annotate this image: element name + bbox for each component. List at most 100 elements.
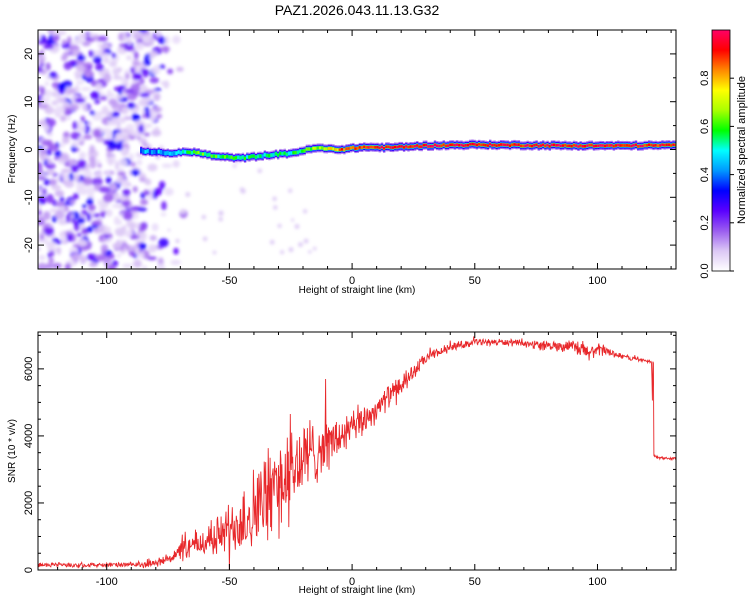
- ridge-cell: [157, 150, 161, 153]
- ridge-cell: [323, 147, 326, 151]
- noise-blob: [116, 219, 123, 226]
- noise-blob: [112, 67, 120, 76]
- ridge-cell: [471, 142, 474, 146]
- noise-blob: [45, 241, 52, 248]
- noise-blob: [130, 67, 135, 74]
- noise-blob: [76, 80, 85, 85]
- noise-blob: [81, 41, 91, 47]
- noise-blob: [107, 190, 115, 196]
- ridge-cell: [407, 145, 410, 149]
- ridge-cell: [639, 144, 642, 148]
- noise-blob: [78, 135, 84, 143]
- noise-blob: [83, 134, 93, 140]
- ridge-cell: [522, 144, 525, 148]
- heatmap-y-axis-label: Frequency (Hz): [7, 115, 18, 184]
- noise-blob: [151, 223, 159, 232]
- noise-blob: [133, 72, 142, 81]
- noise-blob: [157, 36, 167, 45]
- noise-blob: [108, 157, 113, 166]
- ridge-cell: [257, 155, 260, 158]
- noise-blob: [130, 161, 136, 167]
- ridge-cell: [444, 144, 448, 148]
- noise-blob: [79, 239, 88, 247]
- noise-blob: [134, 222, 140, 229]
- noise-blob: [65, 213, 71, 223]
- noise-blob: [90, 90, 100, 100]
- noise-blob: [56, 246, 62, 256]
- noise-blob: [212, 250, 217, 255]
- noise-blob: [155, 30, 161, 38]
- x-tick-label: 0: [349, 275, 355, 287]
- noise-blob: [137, 231, 146, 238]
- ridge-cell: [581, 145, 585, 148]
- noise-blob: [116, 253, 122, 258]
- noise-blob: [156, 114, 163, 119]
- ridge-cell: [208, 153, 211, 156]
- noise-blob: [273, 205, 278, 210]
- noise-blob: [116, 141, 123, 151]
- ridge-cell: [164, 152, 167, 155]
- ridge-cell: [232, 157, 236, 160]
- x-tick-label: 0: [349, 576, 355, 588]
- ridge-cell: [398, 145, 401, 148]
- noise-blob: [240, 188, 246, 194]
- ridge-cell: [506, 143, 510, 147]
- noise-blob: [38, 66, 44, 73]
- ridge-cell: [508, 144, 512, 147]
- ridge-cell: [429, 145, 432, 148]
- noise-blob: [69, 199, 76, 204]
- colorbar-tick-label: 0.4: [699, 167, 711, 182]
- ridge-cell: [480, 143, 483, 147]
- noise-blob: [42, 154, 48, 160]
- ridge-cell: [248, 155, 251, 159]
- noise-blob: [291, 218, 295, 222]
- noise-blob: [175, 238, 180, 244]
- ridge-cell: [341, 148, 344, 151]
- noise-blob: [125, 73, 130, 80]
- ridge-cell: [215, 155, 218, 158]
- ridge-cell: [455, 143, 459, 146]
- ridge-cell: [193, 150, 196, 154]
- ridge-cell: [482, 143, 485, 147]
- noise-blob: [83, 120, 89, 125]
- ridge-cell: [343, 148, 346, 152]
- noise-blob: [100, 244, 109, 250]
- ridge-cell: [555, 144, 558, 147]
- noise-blob: [161, 163, 173, 169]
- noise-blob: [92, 128, 102, 138]
- ridge-cell: [575, 144, 578, 147]
- noise-blob: [132, 60, 141, 66]
- x-tick-label: 50: [469, 275, 481, 287]
- noise-blob: [138, 30, 148, 33]
- noise-blob: [148, 244, 157, 253]
- colorbar: 0.0 0.2 0.4 0.6 0.8 Normalized spectral ampl…: [699, 29, 748, 279]
- ridge-cell: [568, 144, 571, 148]
- y-tick-label: 4000: [23, 424, 35, 448]
- noise-blob: [107, 263, 116, 269]
- ridge-cell: [484, 143, 487, 147]
- noise-blob: [59, 142, 65, 148]
- noise-blob: [132, 186, 138, 193]
- noise-blob: [63, 61, 72, 71]
- ridge-cell: [495, 144, 498, 147]
- ridge-cell: [491, 144, 494, 147]
- ridge-cell: [449, 143, 452, 147]
- ridge-cell: [219, 155, 222, 159]
- noise-blob: [136, 252, 145, 259]
- ridge-cell: [394, 145, 397, 149]
- ridge-cell: [553, 143, 556, 147]
- ridge-cell: [433, 143, 437, 147]
- noise-blob: [70, 253, 81, 261]
- noise-blob: [92, 177, 103, 186]
- noise-blob: [125, 229, 134, 238]
- noise-blob: [86, 212, 92, 222]
- noise-blob: [80, 115, 86, 122]
- noise-blob: [52, 262, 62, 269]
- ridge-cell: [177, 150, 180, 154]
- noise-blob: [269, 239, 275, 245]
- ridge-cell: [372, 145, 375, 149]
- noise-blob: [172, 35, 181, 44]
- noise-blob: [158, 238, 169, 248]
- noise-blob: [38, 254, 46, 261]
- ridge-cell: [349, 146, 353, 150]
